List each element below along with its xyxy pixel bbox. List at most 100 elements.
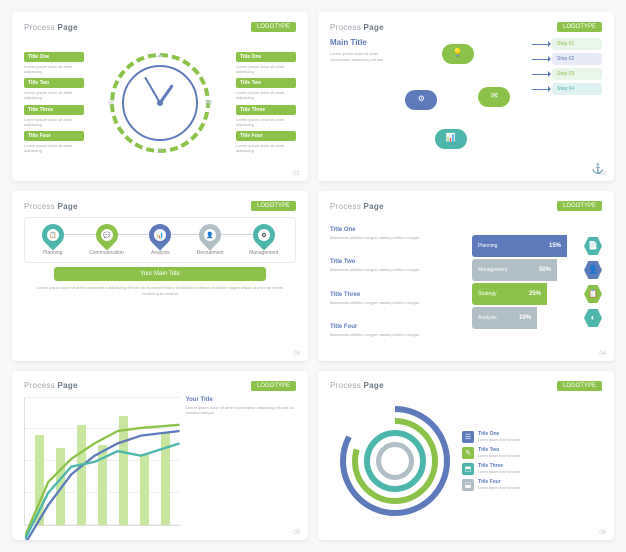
cloud-icon: ⚙	[418, 94, 425, 103]
legend-title: Title Two	[478, 447, 520, 453]
line	[25, 443, 180, 539]
legend-desc: Lorem ipsum dolor sit amet	[478, 438, 520, 443]
clock-icon-right: ⬒	[205, 99, 212, 107]
clock-items-left: Title One Lorem ipsum dolor sit amet adi…	[24, 52, 84, 154]
clock-item: Title Four Lorem ipsum dolor sit amet ad…	[236, 131, 296, 153]
slide-header: Process Page LOGOTYPE	[330, 381, 602, 391]
title-heading: Title One	[330, 227, 462, 233]
legend-desc: Lorem ipsum dolor sit amet	[478, 454, 520, 459]
slide-hbar: Process Page LOGOTYPE Title One Maecenas…	[318, 191, 614, 360]
steps-list: Step 01Step 02Step 03Step 04	[552, 38, 602, 167]
legend-icon: ✎	[462, 447, 474, 459]
donut-chart	[340, 406, 450, 516]
page-label: Process Page	[330, 381, 384, 390]
legend-desc: Lorem ipsum dolor sit amet	[478, 470, 520, 475]
slide-clock: Process Page LOGOTYPE Title One Lorem ip…	[12, 12, 308, 181]
slide-linebar: Process Page LOGOTYPE Your Title Lorem i…	[12, 371, 308, 540]
clock-diagram: ☁ ⬒ ☰ ✉	[110, 53, 210, 153]
hex-icon: 📄	[584, 237, 602, 255]
bar-pct: 50%	[539, 267, 551, 273]
clock-item: Title Three Lorem ipsum dolor sit amet a…	[236, 105, 296, 127]
cloud-diagram: 💡 ⚙ ✉ 📊	[398, 38, 544, 167]
pin-label: Planning	[42, 250, 64, 256]
main-title-button[interactable]: Your Main Title	[54, 267, 266, 281]
pin-marker: ⚙	[248, 220, 279, 251]
cloud-node: 📊	[435, 129, 467, 149]
title-item: Title Three Maecenas porttitor congue ma…	[330, 292, 462, 305]
pin-icon: 📊	[154, 229, 166, 241]
pin-item: 📊 Analysis	[149, 224, 171, 256]
logo-badge: LOGOTYPE	[557, 381, 602, 391]
title-item: Title One Maecenas porttitor congue mass…	[330, 227, 462, 240]
title-text: Maecenas porttitor congue massa porttito…	[330, 332, 462, 337]
pin-marker: 📋	[37, 220, 68, 251]
item-title: Title Two	[24, 78, 84, 88]
slide-number: 02	[599, 171, 606, 177]
item-title: Title Two	[236, 78, 296, 88]
step-item: Step 02	[552, 53, 602, 65]
bar-fill: Analysis 10%	[472, 307, 537, 329]
pin-label: Management	[249, 250, 278, 256]
item-text: Lorem ipsum dolor sit amet adipiscing	[24, 117, 84, 127]
slide-number: 06	[599, 530, 606, 536]
step-item: Step 01	[552, 38, 602, 50]
item-title: Title Four	[236, 131, 296, 141]
step-item: Step 04	[552, 83, 602, 95]
logo-badge: LOGOTYPE	[251, 22, 296, 32]
slide-header: Process Page LOGOTYPE	[24, 22, 296, 32]
bar-fill: Planning 15%	[472, 235, 567, 257]
legend-text: Title Four Lorem ipsum dolor sit amet	[478, 479, 520, 491]
logo-badge: LOGOTYPE	[557, 22, 602, 32]
title-heading: Title Two	[330, 259, 462, 265]
slide-pins: Process Page LOGOTYPE 📋 Planning 💬 Commu…	[12, 191, 308, 360]
item-title: Title One	[236, 52, 296, 62]
title-text: Maecenas porttitor congue massa porttito…	[330, 235, 462, 240]
cloud-node: ✉	[478, 87, 510, 107]
logo-badge: LOGOTYPE	[251, 381, 296, 391]
legend-icon: ⬓	[462, 479, 474, 491]
slide-clouds: Process Page LOGOTYPE Main Title Lorem i…	[318, 12, 614, 181]
cloud-node: 💡	[442, 44, 474, 64]
slide-header: Process Page LOGOTYPE	[24, 381, 296, 391]
pin-label: Communication	[89, 250, 124, 256]
hbar-row: Planning 15% 📄	[472, 235, 602, 257]
title-heading: Title Three	[330, 292, 462, 298]
hbar-row: Strategy 25% 📋	[472, 283, 602, 305]
chart-text: Lorem ipsum dolor sit amet consectetur a…	[186, 405, 296, 416]
pin-label: Analysis	[149, 250, 171, 256]
legend-desc: Lorem ipsum dolor sit amet	[478, 486, 520, 491]
hex-icon: ◐	[584, 309, 602, 327]
slide-header: Process Page LOGOTYPE	[330, 201, 602, 211]
title-heading: Title Four	[330, 324, 462, 330]
cloud-node: ⚙	[405, 90, 437, 110]
legend-title: Title One	[478, 431, 520, 437]
pin-marker: 👤	[195, 220, 226, 251]
item-text: Lorem ipsum dolor sit amet adipiscing	[236, 64, 296, 74]
chart-title: Your Title	[186, 397, 296, 403]
title-item: Title Four Maecenas porttitor congue mas…	[330, 324, 462, 337]
slide-header: Process Page LOGOTYPE	[24, 201, 296, 211]
item-title: Title Four	[24, 131, 84, 141]
pin-item: ⚙ Management	[249, 224, 278, 256]
item-title: Title Three	[236, 105, 296, 115]
pin-item: 💬 Communication	[89, 224, 124, 256]
legend-item: ☰ Title One Lorem ipsum dolor sit amet	[462, 431, 602, 443]
legend-title: Title Four	[478, 479, 520, 485]
bar-pct: 10%	[519, 315, 531, 321]
hex-icon: 👤	[584, 261, 602, 279]
footer-text: Lorem ipsum dolor sit amet consectetur a…	[24, 285, 296, 296]
bar-fill: Management 50%	[472, 259, 557, 281]
clock-item: Title Two Lorem ipsum dolor sit amet adi…	[24, 78, 84, 100]
clock-item: Title Three Lorem ipsum dolor sit amet a…	[24, 105, 84, 127]
main-title-block: Main Title Lorem ipsum dolor sit amet co…	[330, 38, 390, 167]
logo-badge: LOGOTYPE	[251, 201, 296, 211]
bar-label: Management	[478, 267, 507, 273]
bar-pct: 25%	[529, 291, 541, 297]
slide-number: 04	[599, 351, 606, 357]
title-text: Maecenas porttitor congue massa porttito…	[330, 300, 462, 305]
line-series	[25, 397, 180, 540]
clock-icon-left: ✉	[108, 99, 114, 107]
cloud-icon: 💡	[453, 48, 463, 57]
page-label: Process Page	[24, 202, 78, 211]
line	[25, 431, 180, 540]
